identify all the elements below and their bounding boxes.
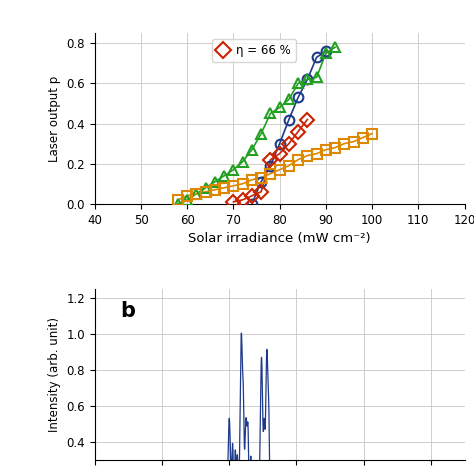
X-axis label: Solar irradiance (mW cm⁻²): Solar irradiance (mW cm⁻²) [188, 232, 371, 245]
Legend: η = 66 %: η = 66 % [211, 39, 296, 62]
Text: b: b [121, 301, 136, 321]
Y-axis label: Intensity (arb. unit): Intensity (arb. unit) [48, 317, 61, 432]
Y-axis label: Laser output p: Laser output p [48, 75, 61, 162]
